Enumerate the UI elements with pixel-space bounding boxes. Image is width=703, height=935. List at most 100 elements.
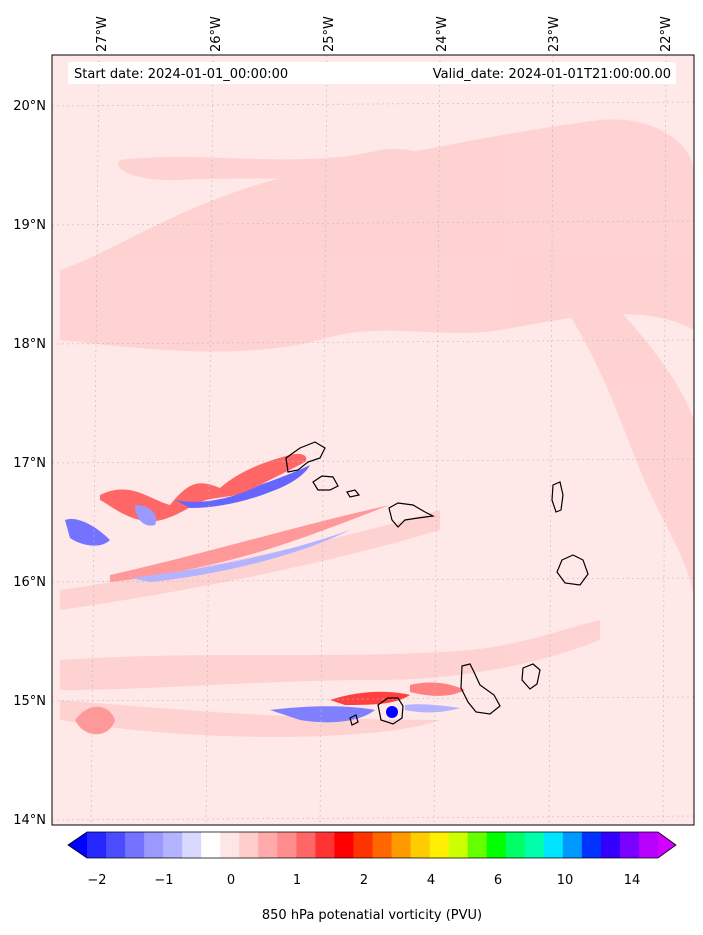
info-box: [68, 62, 676, 84]
island-sao-nicolau: [388, 502, 436, 528]
colorbar-cell: [277, 832, 297, 858]
colorbar-cell: [410, 832, 431, 858]
colorbar-cell: [524, 832, 545, 858]
lat-label-20n: 20°N: [13, 99, 46, 114]
wake-north-red: [100, 453, 307, 522]
colorbar-cells: [68, 832, 676, 858]
island-boa-vista: [556, 554, 589, 586]
colorbar-cell: [486, 832, 507, 858]
cb-tick-6: 6: [494, 873, 502, 888]
colorbar-cell: [334, 832, 354, 858]
gridline-lon-25: [319, 54, 328, 826]
gridline-lon-27: [90, 54, 100, 826]
colorbar-outline: [67, 831, 677, 859]
gridline-lon-23: [548, 54, 554, 826]
colorbar-cell: [258, 832, 278, 858]
cb-tick-2: 0: [227, 873, 235, 888]
cb-tick-5: 4: [427, 873, 435, 888]
cb-tick-0: −2: [87, 873, 106, 888]
wake-west-blue-1: [65, 519, 110, 546]
lat-label-18n: 18°N: [13, 337, 46, 352]
wake-west-blue-2: [135, 505, 157, 526]
colorbar-ticks: −2 −1 0 1 2 4 6 10 14: [87, 873, 640, 888]
colorbar: −2 −1 0 1 2 4 6 10 14 850 hPa potenatial…: [67, 831, 677, 923]
lat-label-15n: 15°N: [13, 694, 46, 709]
cb-tick-7: 10: [557, 873, 574, 888]
colorbar-cell: [353, 832, 373, 858]
gridlines: [51, 54, 695, 826]
island-santa-luzia: [346, 489, 361, 498]
start-date-text: Start date: 2024-01-01_00:00:00: [74, 67, 288, 82]
cb-tick-1: −1: [154, 873, 173, 888]
gridline-lat-18: [51, 339, 695, 345]
pv-wake-features: [65, 453, 465, 735]
gridline-lat-20: [51, 101, 695, 107]
colorbar-cell: [315, 832, 335, 858]
gridline-lat-19: [51, 220, 695, 226]
gridline-lon-24: [433, 54, 441, 826]
colorbar-cell: [144, 832, 164, 858]
colorbar-cell: [391, 832, 412, 858]
pv-field-top-streak: [118, 149, 428, 181]
colorbar-extend-low: [68, 832, 87, 858]
colorbar-cell: [600, 832, 621, 858]
colorbar-cell: [619, 832, 640, 858]
island-fogo: [377, 697, 404, 725]
lat-label-16n: 16°N: [13, 575, 46, 590]
wake-north-blue: [175, 465, 310, 508]
wake-mid-red: [110, 505, 390, 582]
colorbar-cell: [163, 832, 183, 858]
island-santiago: [460, 663, 501, 715]
colorbar-title: 850 hPa potenatial vorticity (PVU): [262, 908, 482, 923]
wake-mid-blue: [130, 530, 350, 582]
colorbar-cell: [372, 832, 393, 858]
pv-field-south-band: [60, 620, 600, 690]
gridline-lat-17: [51, 458, 695, 464]
lat-tick-labels: 20°N 19°N 18°N 17°N 16°N 15°N 14°N: [13, 99, 46, 828]
pv-field-north-band: [60, 119, 694, 352]
colorbar-cell: [201, 832, 221, 858]
wake-south-red-west: [75, 706, 115, 735]
colorbar-cell: [125, 832, 145, 858]
lat-label-19n: 19°N: [13, 218, 46, 233]
lon-tick-labels: 27°W 26°W 25°W 24°W 23°W 22°W: [95, 16, 674, 52]
lon-label-24w: 24°W: [435, 16, 450, 52]
pv-field-east-patch: [560, 290, 694, 600]
valid-date-text: Valid_date: 2024-01-01T21:00:00.00: [433, 67, 671, 82]
colorbar-cell: [448, 832, 469, 858]
coastlines: [285, 441, 589, 726]
wake-south-blue-core: [386, 706, 398, 718]
island-sao-vicente: [312, 475, 339, 491]
wake-south-blue-east: [405, 704, 460, 713]
gridline-lat-15: [51, 696, 695, 702]
island-brava: [349, 714, 359, 726]
wake-south-red: [330, 691, 410, 705]
colorbar-cell: [182, 832, 202, 858]
colorbar-cell: [543, 832, 564, 858]
island-sal: [551, 481, 564, 513]
gridline-lon-26: [205, 54, 214, 826]
lon-label-22w: 22°W: [659, 16, 674, 52]
cb-tick-3: 1: [293, 873, 301, 888]
pv-field-south-tail: [60, 700, 440, 737]
colorbar-cell: [87, 832, 107, 858]
colorbar-cell: [429, 832, 450, 858]
colorbar-cell: [467, 832, 488, 858]
gridline-lat-14: [51, 815, 695, 821]
wake-south-blue: [270, 706, 375, 723]
lon-label-23w: 23°W: [547, 16, 562, 52]
colorbar-cell: [581, 832, 602, 858]
gridline-lat-16: [51, 577, 695, 583]
lon-label-26w: 26°W: [209, 16, 224, 52]
colorbar-cell: [562, 832, 583, 858]
colorbar-cell: [296, 832, 316, 858]
cb-tick-4: 2: [360, 873, 368, 888]
lat-label-14n: 14°N: [13, 813, 46, 828]
colorbar-cell: [505, 832, 526, 858]
colorbar-cell: [239, 832, 259, 858]
gridline-lon-22: [662, 54, 667, 826]
colorbar-cell: [106, 832, 126, 858]
colorbar-cell: [638, 832, 659, 858]
wake-south-red-east: [410, 682, 465, 696]
